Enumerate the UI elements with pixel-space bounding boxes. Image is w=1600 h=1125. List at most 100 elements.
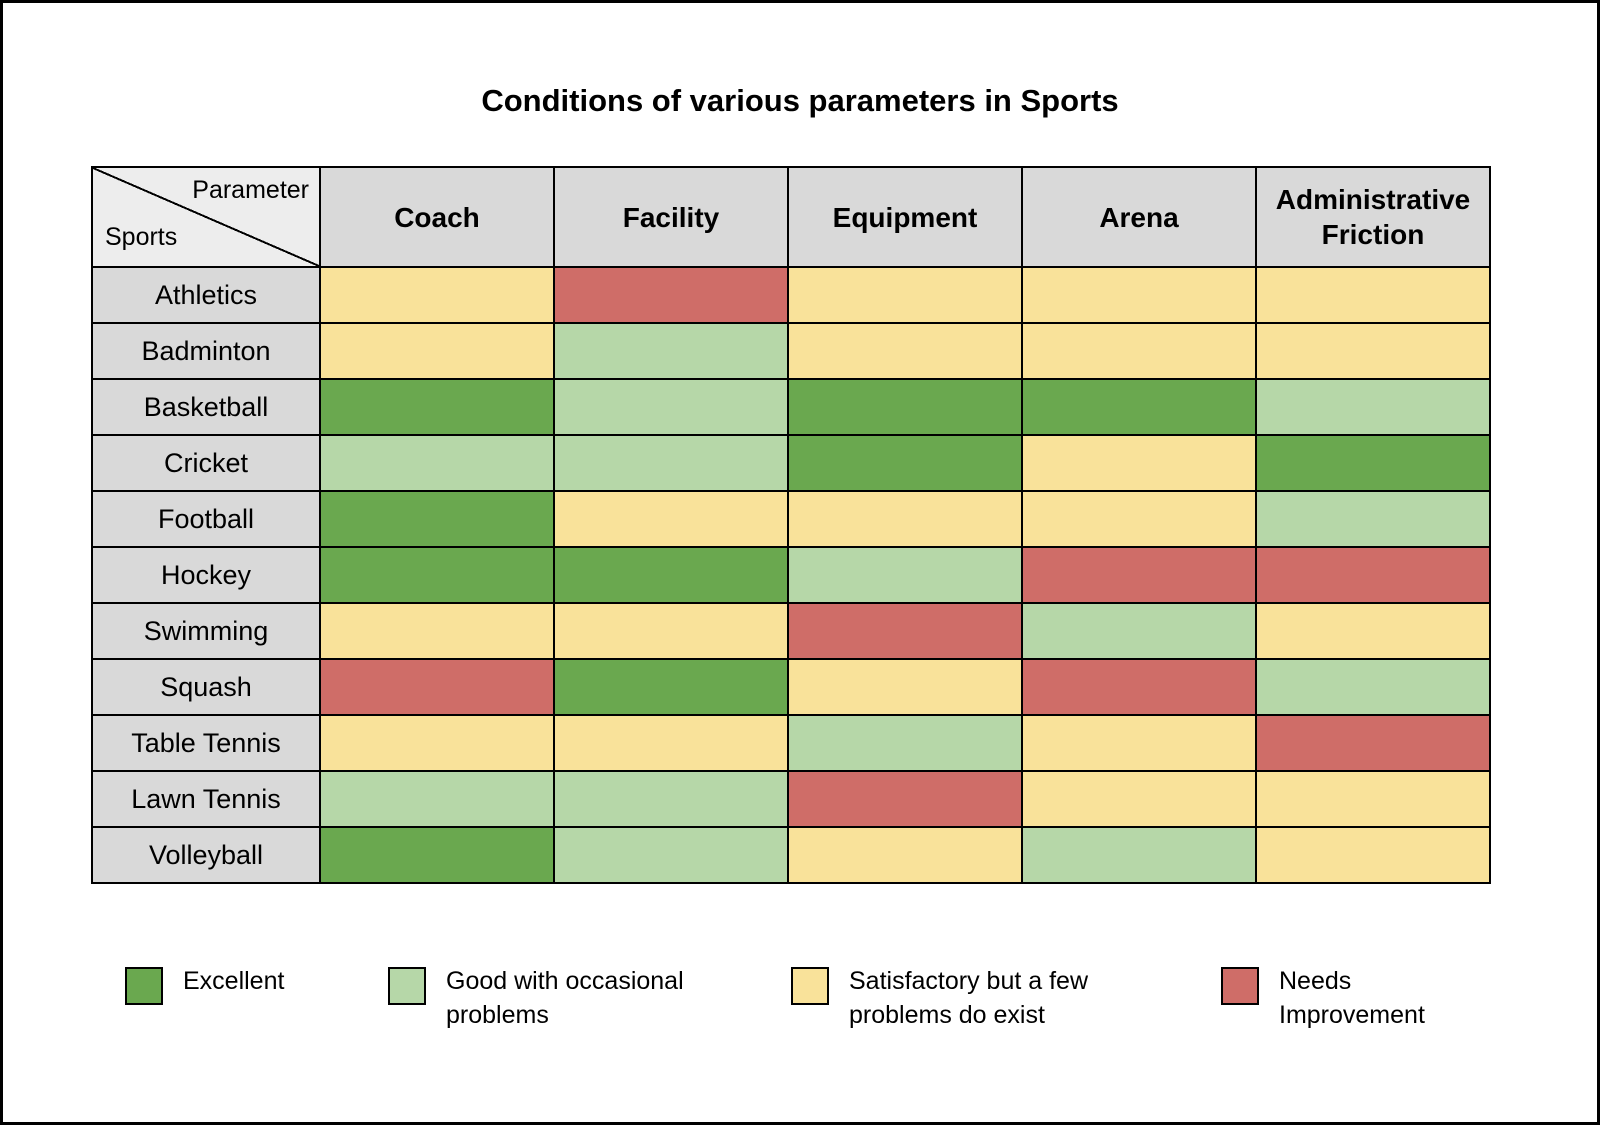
row-label-badminton: Badminton [91,322,321,380]
cell-athletics-facility [553,266,789,324]
column-header-administrative-friction: Administrative Friction [1255,166,1491,268]
cell-cricket-administrative-friction [1255,434,1491,492]
cell-swimming-facility [553,602,789,660]
row-label-cricket: Cricket [91,434,321,492]
cell-squash-administrative-friction [1255,658,1491,716]
cell-table-tennis-administrative-friction [1255,714,1491,772]
cell-squash-equipment [787,658,1023,716]
cell-volleyball-facility [553,826,789,884]
cell-squash-arena [1021,658,1257,716]
row-label-lawn-tennis: Lawn Tennis [91,770,321,828]
row-label-table-tennis: Table Tennis [91,714,321,772]
corner-cell: Parameter Sports [91,166,321,268]
cell-basketball-equipment [787,378,1023,436]
table-row-cricket: Cricket [91,434,1491,492]
corner-label-sports: Sports [105,223,178,251]
cell-table-tennis-coach [319,714,555,772]
row-label-football: Football [91,490,321,548]
column-header-facility: Facility [553,166,789,268]
legend-item-excellent: Excellent [125,965,383,1005]
cell-cricket-facility [553,434,789,492]
cell-lawn-tennis-facility [553,770,789,828]
row-label-athletics: Athletics [91,266,321,324]
corner-label-parameter: Parameter [192,176,309,204]
legend-label-good: Good with occasional problems [446,967,684,1029]
row-label-swimming: Swimming [91,602,321,660]
cell-swimming-coach [319,602,555,660]
table-row-volleyball: Volleyball [91,826,1491,884]
table-row-badminton: Badminton [91,322,1491,380]
legend-swatch-excellent [125,967,163,1005]
cell-football-equipment [787,490,1023,548]
cell-hockey-administrative-friction [1255,546,1491,604]
legend-item-needs-improvement: Needs Improvement [1221,965,1459,1033]
legend-item-satisfactory: Satisfactory but a few problems do exist [791,965,1144,1033]
cell-basketball-administrative-friction [1255,378,1491,436]
legend-swatch-needs-improvement [1221,967,1259,1005]
cell-hockey-facility [553,546,789,604]
cell-athletics-administrative-friction [1255,266,1491,324]
table-row-football: Football [91,490,1491,548]
table-row-lawn-tennis: Lawn Tennis [91,770,1491,828]
sports-conditions-table: Parameter Sports Coach Facility Equipment A… [91,166,1491,884]
cell-hockey-arena [1021,546,1257,604]
row-label-hockey: Hockey [91,546,321,604]
table-row-hockey: Hockey [91,546,1491,604]
cell-table-tennis-equipment [787,714,1023,772]
cell-badminton-equipment [787,322,1023,380]
cell-basketball-coach [319,378,555,436]
cell-lawn-tennis-arena [1021,770,1257,828]
table-row-basketball: Basketball [91,378,1491,436]
table-row-athletics: Athletics [91,266,1491,324]
cell-athletics-equipment [787,266,1023,324]
cell-football-coach [319,490,555,548]
column-header-arena: Arena [1021,166,1257,268]
cell-lawn-tennis-administrative-friction [1255,770,1491,828]
cell-squash-coach [319,658,555,716]
table-body: Athletics Badminton Basketball Cricket Footb… [91,266,1491,884]
cell-athletics-arena [1021,266,1257,324]
cell-cricket-equipment [787,434,1023,492]
legend-item-good: Good with occasional problems [388,965,716,1033]
row-label-basketball: Basketball [91,378,321,436]
cell-table-tennis-arena [1021,714,1257,772]
cell-volleyball-administrative-friction [1255,826,1491,884]
cell-volleyball-arena [1021,826,1257,884]
header-row: Parameter Sports Coach Facility Equipment A… [91,166,1491,268]
table-row-table-tennis: Table Tennis [91,714,1491,772]
chart-title: Conditions of various parameters in Spor… [481,83,1119,118]
cell-lawn-tennis-coach [319,770,555,828]
row-label-squash: Squash [91,658,321,716]
cell-squash-facility [553,658,789,716]
cell-volleyball-equipment [787,826,1023,884]
cell-cricket-arena [1021,434,1257,492]
table-row-squash: Squash [91,658,1491,716]
cell-badminton-coach [319,322,555,380]
table-row-swimming: Swimming [91,602,1491,660]
legend-swatch-satisfactory [791,967,829,1005]
cell-hockey-equipment [787,546,1023,604]
cell-basketball-facility [553,378,789,436]
cell-athletics-coach [319,266,555,324]
cell-table-tennis-facility [553,714,789,772]
cell-cricket-coach [319,434,555,492]
column-header-coach: Coach [319,166,555,268]
cell-volleyball-coach [319,826,555,884]
legend-swatch-good [388,967,426,1005]
column-header-equipment: Equipment [787,166,1023,268]
row-label-volleyball: Volleyball [91,826,321,884]
cell-badminton-arena [1021,322,1257,380]
legend-label-satisfactory: Satisfactory but a few problems do exist [849,967,1089,1029]
cell-football-administrative-friction [1255,490,1491,548]
cell-football-arena [1021,490,1257,548]
cell-basketball-arena [1021,378,1257,436]
cell-lawn-tennis-equipment [787,770,1023,828]
legend: Excellent Good with occasional problems Sa… [3,965,1597,1095]
cell-swimming-arena [1021,602,1257,660]
cell-football-facility [553,490,789,548]
cell-badminton-facility [553,322,789,380]
legend-label-excellent: Excellent [183,967,285,995]
cell-hockey-coach [319,546,555,604]
cell-swimming-equipment [787,602,1023,660]
